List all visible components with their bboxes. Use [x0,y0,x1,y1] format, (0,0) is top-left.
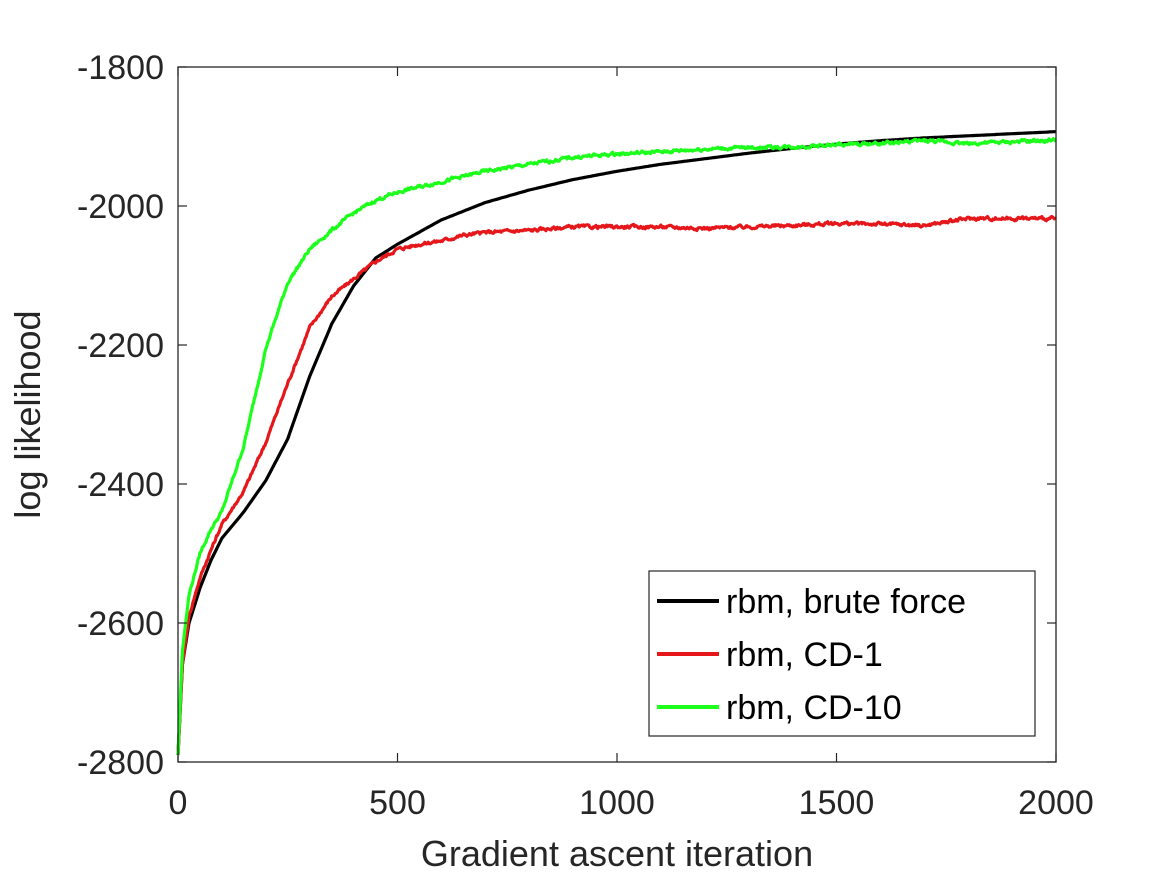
x-tick-label: 1500 [799,784,875,822]
x-tick-label: 0 [169,784,188,822]
ticks-layer: 0 500 1000 1500 2000 -2800 -2600 -2400 -2200 -200… [77,49,1094,822]
y-tick-label: -2400 [77,466,164,504]
series-layer [176,130,1057,756]
y-tick-label: -2600 [77,605,164,643]
y-tick-label: -2000 [77,188,164,226]
legend-label-cd10: rbm, CD-10 [726,689,902,727]
y-tick-label: -1800 [77,49,164,87]
legend-label-cd1: rbm, CD-1 [726,636,883,674]
y-axis-label: log likelihood [7,310,48,518]
x-axis-label: Gradient ascent iteration [421,833,813,874]
x-tick-label: 500 [369,784,426,822]
x-tick-label: 1000 [579,784,655,822]
y-tick-label: -2200 [77,327,164,365]
series-line-2 [176,137,1057,756]
y-tick-label: -2800 [77,744,164,782]
x-tick-label: 2000 [1018,784,1094,822]
series-line-1 [176,214,1057,756]
legend: rbm, brute force rbm, CD-1 rbm, CD-10 [648,570,1036,737]
series-line-0 [176,130,1057,756]
legend-label-brute-force: rbm, brute force [726,583,966,621]
